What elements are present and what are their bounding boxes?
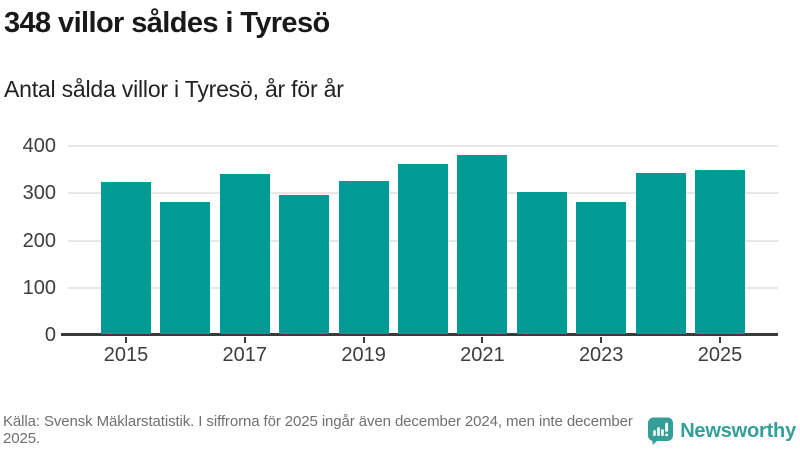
source-note: Källa: Svensk Mäklarstatistik. I siffror… xyxy=(3,413,633,447)
bar-2015 xyxy=(101,182,151,334)
gridline-400 xyxy=(68,145,778,147)
x-axis-label-2021: 2021 xyxy=(460,344,505,366)
x-axis-tick-2023 xyxy=(600,337,603,343)
bar-2020 xyxy=(398,163,448,334)
bar-2016 xyxy=(160,202,211,334)
x-axis-label-2019: 2019 xyxy=(341,344,386,366)
bar-2018 xyxy=(279,195,330,334)
x-axis-tick-2019 xyxy=(362,337,365,343)
newsworthy-logo-icon xyxy=(648,417,674,445)
bar-2019 xyxy=(338,181,389,334)
bar-2021 xyxy=(457,154,508,334)
x-axis-label-2025: 2025 xyxy=(697,344,743,366)
y-axis-label-300: 300 xyxy=(22,182,56,205)
bar-2023 xyxy=(576,202,627,334)
x-axis-tick-2017 xyxy=(243,337,246,343)
bar-2024 xyxy=(635,172,686,334)
y-axis-label-200: 200 xyxy=(22,229,56,252)
x-axis-tick-2021 xyxy=(481,337,484,343)
y-axis: 0 100 200 300 400 xyxy=(0,135,56,346)
plot-area: 2015 2017 2019 2021 2023 2025 xyxy=(61,145,778,366)
y-axis-label-400: 400 xyxy=(22,135,56,157)
newsworthy-logo-text: Newsworthy xyxy=(680,419,796,442)
x-axis-tick-2015 xyxy=(125,337,127,343)
bar-chart: 0 100 200 300 400 2015 2017 2019 2021 2023 2025 xyxy=(0,135,778,366)
x-axis-line xyxy=(61,333,778,336)
y-axis-label-100: 100 xyxy=(22,276,56,299)
x-axis-label-2017: 2017 xyxy=(222,344,268,366)
bar-2025 xyxy=(695,169,745,334)
chart-title: 348 villor såldes i Tyresö xyxy=(4,7,330,39)
x-axis-label-2015: 2015 xyxy=(103,344,149,366)
x-axis-label-2023: 2023 xyxy=(578,344,624,366)
newsworthy-logo[interactable]: Newsworthy xyxy=(647,416,796,446)
bar-2022 xyxy=(516,192,567,334)
y-axis-label-0: 0 xyxy=(44,324,56,346)
bar-2017 xyxy=(219,174,270,334)
x-axis-tick-2025 xyxy=(719,337,721,343)
chart-subtitle: Antal sålda villor i Tyresö, år för år xyxy=(4,76,344,102)
